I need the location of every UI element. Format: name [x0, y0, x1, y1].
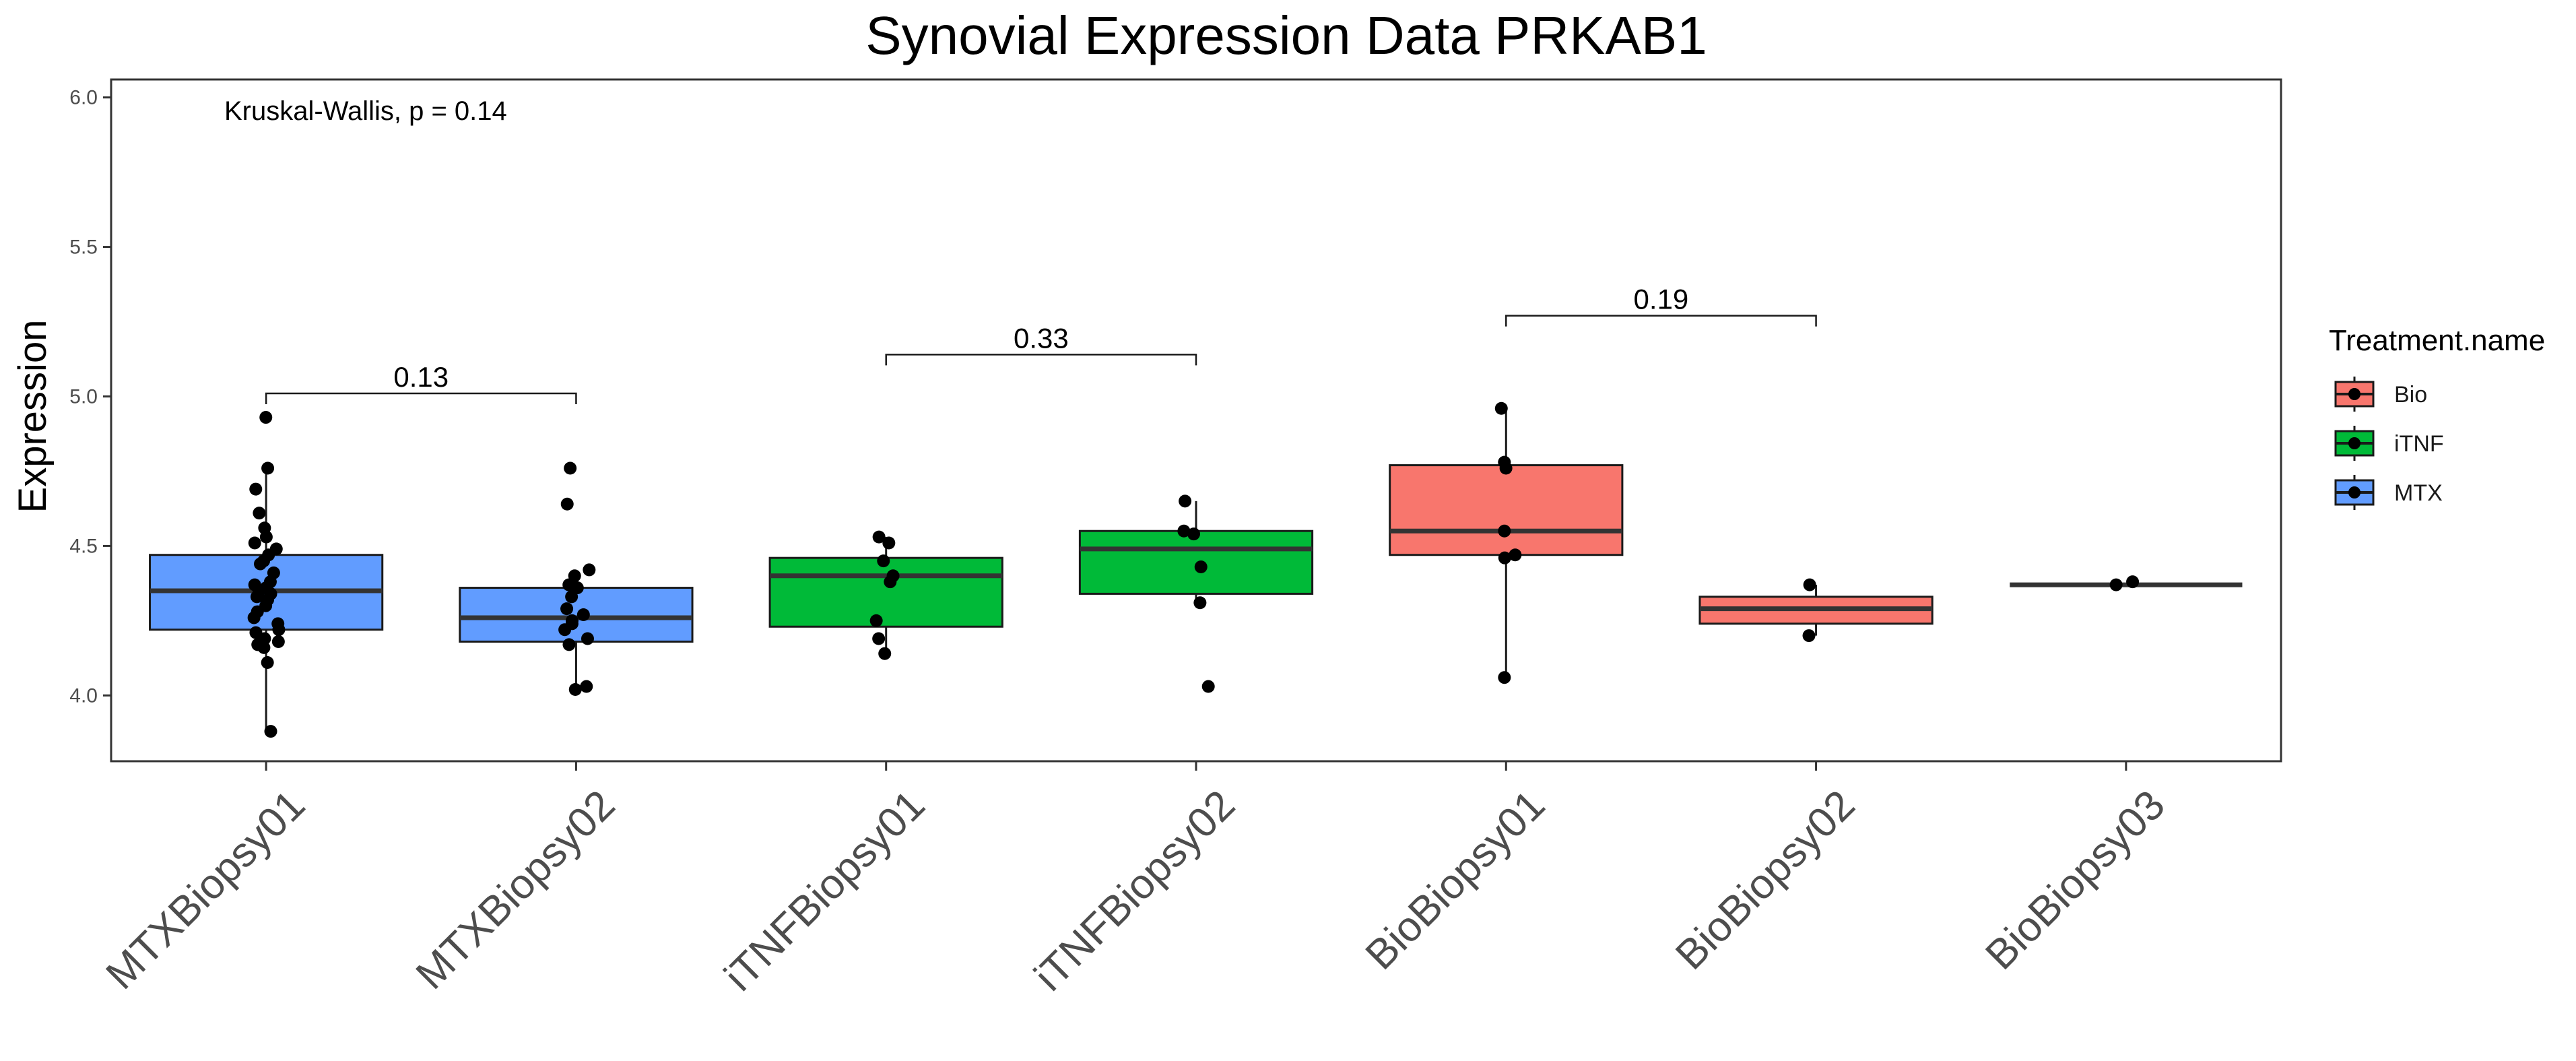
data-point — [2126, 575, 2140, 589]
comparison-bracket — [265, 392, 577, 405]
data-point — [264, 725, 277, 738]
comparison-bracket — [1505, 315, 1817, 327]
y-tick-label: 4.5 — [69, 535, 98, 557]
box-iTNFBiopsy02 — [1078, 529, 1314, 595]
data-point — [1179, 494, 1192, 508]
data-point — [259, 411, 273, 424]
legend-item-itnf: iTNF — [2334, 426, 2444, 461]
legend: Treatment.name Bio iTNF MTX — [2329, 324, 2545, 510]
data-point — [1499, 461, 1513, 475]
data-point — [247, 611, 261, 624]
plot-layer: 4.0 4.5 5.0 5.5 6.0 0.13 0.33 0.19 MTXBiopsy01 MT… — [69, 87, 2243, 1000]
data-point — [259, 530, 273, 544]
data-point — [884, 575, 897, 589]
x-tick-label: BioBiopsy02 — [1667, 781, 1864, 979]
data-point — [878, 647, 892, 660]
comparison-p-value: 0.19 — [1634, 284, 1689, 315]
kruskal-wallis-annotation: Kruskal-Wallis, p = 0.14 — [224, 96, 507, 126]
data-point — [248, 536, 261, 550]
data-point — [253, 507, 266, 520]
data-point — [568, 682, 582, 696]
data-point — [872, 530, 886, 544]
data-point — [558, 623, 572, 637]
data-point — [1187, 527, 1200, 541]
data-point — [1201, 680, 1215, 693]
x-tick-label: iTNFBiopsy02 — [1026, 781, 1244, 1000]
data-point — [576, 608, 590, 622]
comparison-bracket — [885, 354, 1197, 366]
comparison-p-value: 0.13 — [393, 361, 449, 393]
data-point — [564, 461, 577, 475]
data-point — [872, 632, 886, 645]
legend-label: MTX — [2394, 480, 2443, 506]
data-point — [583, 563, 596, 577]
legend-label: Bio — [2394, 382, 2427, 408]
data-point — [580, 680, 593, 693]
data-point — [261, 461, 275, 475]
y-tick-label: 6.0 — [69, 87, 98, 109]
data-point — [1509, 548, 1522, 562]
data-point — [882, 536, 896, 550]
x-tick-label: MTXBiopsy02 — [407, 781, 624, 998]
data-point — [877, 554, 890, 568]
x-tick-label: MTXBiopsy01 — [97, 781, 314, 998]
legend-key-point — [2348, 388, 2360, 400]
x-tick-label: BioBiopsy01 — [1357, 781, 1554, 979]
y-tick-label: 5.5 — [69, 236, 98, 259]
comparison-p-value: 0.33 — [1014, 322, 1069, 354]
plot-panel-border — [110, 78, 2282, 763]
data-point — [1498, 671, 1511, 684]
data-point — [565, 590, 579, 604]
data-point — [869, 614, 883, 627]
box-BioBiopsy01 — [1389, 464, 1624, 556]
data-point — [249, 482, 263, 496]
data-point — [1494, 401, 1508, 415]
data-point — [560, 497, 574, 511]
data-point — [581, 632, 594, 645]
data-point — [261, 656, 274, 670]
y-tick-label: 4.0 — [69, 684, 98, 707]
legend-key-point — [2348, 437, 2360, 449]
legend-label: iTNF — [2394, 431, 2444, 457]
legend-item-bio: Bio — [2334, 377, 2427, 412]
data-point — [1194, 560, 1208, 573]
data-point — [257, 641, 271, 654]
data-point — [1177, 524, 1191, 538]
box-iTNFBiopsy01 — [768, 556, 1003, 628]
data-point — [254, 557, 267, 571]
data-point — [1193, 596, 1207, 610]
y-axis-label: Expression — [11, 320, 55, 513]
legend-key-point — [2348, 486, 2360, 499]
data-point — [250, 590, 263, 604]
legend-item-mtx: MTX — [2334, 475, 2443, 510]
x-tick-label: BioBiopsy03 — [1977, 781, 2174, 979]
data-point — [560, 602, 574, 616]
chart-title: Synovial Expression Data PRKAB1 — [865, 5, 1707, 65]
data-point — [562, 638, 576, 651]
x-tick-label: iTNFBiopsy01 — [716, 781, 934, 1000]
data-point — [272, 623, 286, 637]
y-tick-label: 5.0 — [69, 385, 98, 408]
legend-title: Treatment.name — [2329, 324, 2545, 357]
data-point — [2109, 578, 2123, 591]
data-point — [271, 635, 285, 648]
data-point — [1498, 524, 1511, 538]
data-point — [1802, 629, 1816, 643]
data-point — [1498, 551, 1511, 565]
data-point — [1803, 578, 1816, 591]
